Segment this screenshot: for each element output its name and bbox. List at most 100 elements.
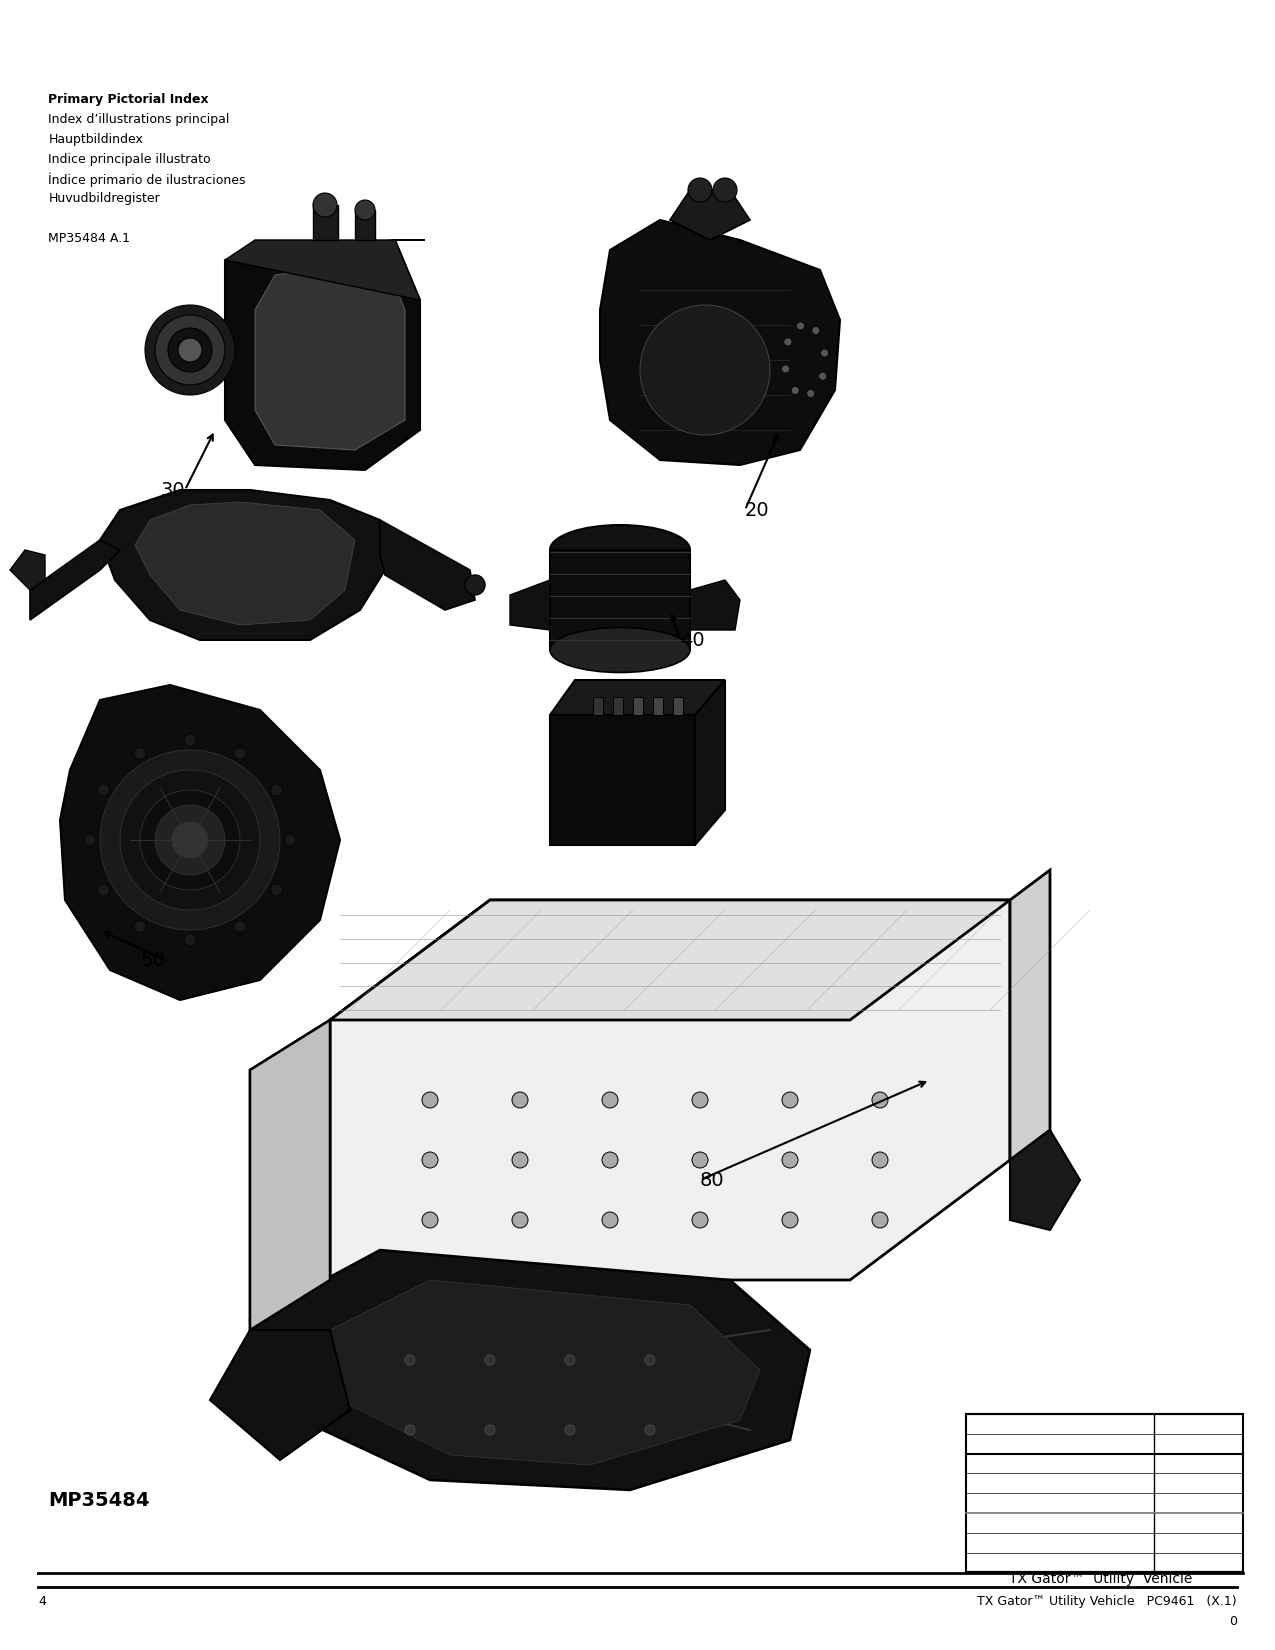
Polygon shape [60, 685, 340, 1000]
Polygon shape [250, 1020, 330, 1330]
Text: Primary Pictorial Index: Primary Pictorial Index [48, 92, 209, 106]
Circle shape [565, 1426, 575, 1436]
Text: 80-: 80- [970, 1417, 992, 1431]
Circle shape [513, 1152, 528, 1168]
Circle shape [784, 338, 792, 346]
Circle shape [782, 1152, 798, 1168]
Circle shape [184, 734, 196, 746]
Polygon shape [250, 1251, 810, 1490]
Text: MP35484 A.1: MP35484 A.1 [48, 233, 130, 244]
Text: TX Gator™ Utility Vehicle   PC9461   (X.1): TX Gator™ Utility Vehicle PC9461 (X.1) [978, 1596, 1237, 1609]
Circle shape [694, 358, 717, 383]
Polygon shape [224, 239, 425, 300]
Polygon shape [510, 581, 550, 630]
Polygon shape [210, 1330, 351, 1460]
Bar [550, 714, 695, 845]
Circle shape [97, 784, 110, 795]
Bar [673, 696, 683, 714]
Circle shape [792, 386, 799, 394]
Circle shape [513, 1092, 528, 1109]
Polygon shape [695, 680, 725, 845]
Text: 1: 1 [1232, 1497, 1241, 1510]
Circle shape [172, 822, 208, 858]
Circle shape [782, 365, 789, 373]
Polygon shape [250, 1020, 330, 1330]
Circle shape [692, 1092, 708, 1109]
Text: 4: 4 [38, 1596, 46, 1609]
Polygon shape [135, 502, 354, 625]
Text: 30-: 30- [970, 1516, 992, 1530]
Circle shape [782, 1092, 798, 1109]
Circle shape [692, 1213, 708, 1228]
Polygon shape [10, 549, 45, 591]
Bar [354, 210, 375, 239]
Text: 3: 3 [1232, 1417, 1241, 1431]
Bar [550, 549, 690, 650]
Circle shape [235, 921, 246, 932]
Circle shape [84, 833, 96, 846]
Circle shape [513, 1213, 528, 1228]
Bar [593, 696, 603, 714]
Circle shape [312, 193, 337, 218]
Circle shape [872, 1152, 887, 1168]
Ellipse shape [550, 525, 690, 574]
Text: 20-: 20- [970, 1536, 992, 1549]
Text: Hauptbildindex: Hauptbildindex [48, 134, 143, 145]
Polygon shape [255, 261, 405, 450]
Text: Huvudbildregister: Huvudbildregister [48, 191, 161, 205]
Text: TX Gator™  Utility  Vehicle: TX Gator™ Utility Vehicle [1009, 1572, 1192, 1586]
Circle shape [465, 574, 484, 596]
Text: Index d’illustrations principal: Index d’illustrations principal [48, 112, 229, 125]
Circle shape [235, 747, 246, 759]
Circle shape [270, 784, 283, 795]
Text: 30: 30 [159, 480, 185, 500]
Circle shape [645, 1355, 655, 1365]
Circle shape [640, 305, 770, 436]
Circle shape [812, 327, 820, 335]
Polygon shape [380, 520, 476, 610]
Text: 1: 1 [1232, 1536, 1241, 1549]
Circle shape [168, 328, 212, 371]
Circle shape [680, 345, 731, 394]
Text: 20-: 20- [970, 1556, 992, 1569]
Text: 40: 40 [680, 630, 705, 650]
Circle shape [99, 751, 280, 931]
Polygon shape [1010, 870, 1051, 1160]
Circle shape [797, 322, 805, 330]
Bar [613, 696, 623, 714]
Circle shape [821, 350, 829, 356]
Circle shape [422, 1213, 439, 1228]
Circle shape [422, 1092, 439, 1109]
Circle shape [120, 771, 260, 911]
Polygon shape [550, 680, 725, 714]
Circle shape [284, 833, 296, 846]
Ellipse shape [550, 627, 690, 673]
Circle shape [872, 1092, 887, 1109]
Circle shape [692, 1152, 708, 1168]
Circle shape [405, 1355, 414, 1365]
Polygon shape [330, 899, 1010, 1020]
Text: 50-: 50- [970, 1477, 992, 1490]
Circle shape [179, 338, 201, 361]
Text: 1: 1 [1232, 1457, 1241, 1470]
Circle shape [422, 1152, 439, 1168]
Circle shape [782, 1213, 798, 1228]
Circle shape [872, 1213, 887, 1228]
Text: 1: 1 [1232, 1477, 1241, 1490]
Text: Indice principale illustrato: Indice principale illustrato [48, 153, 212, 165]
Circle shape [140, 790, 240, 889]
Circle shape [602, 1092, 618, 1109]
Circle shape [484, 1355, 495, 1365]
Circle shape [653, 318, 757, 422]
Circle shape [156, 315, 224, 384]
Text: 80-: 80- [970, 1457, 992, 1470]
Text: 0: 0 [1229, 1615, 1237, 1629]
Circle shape [184, 934, 196, 945]
Text: 50: 50 [140, 950, 164, 970]
Bar [632, 696, 643, 714]
Circle shape [819, 373, 826, 380]
Circle shape [134, 921, 147, 932]
Circle shape [134, 747, 147, 759]
Text: 40-: 40- [970, 1497, 992, 1510]
Polygon shape [31, 540, 120, 620]
